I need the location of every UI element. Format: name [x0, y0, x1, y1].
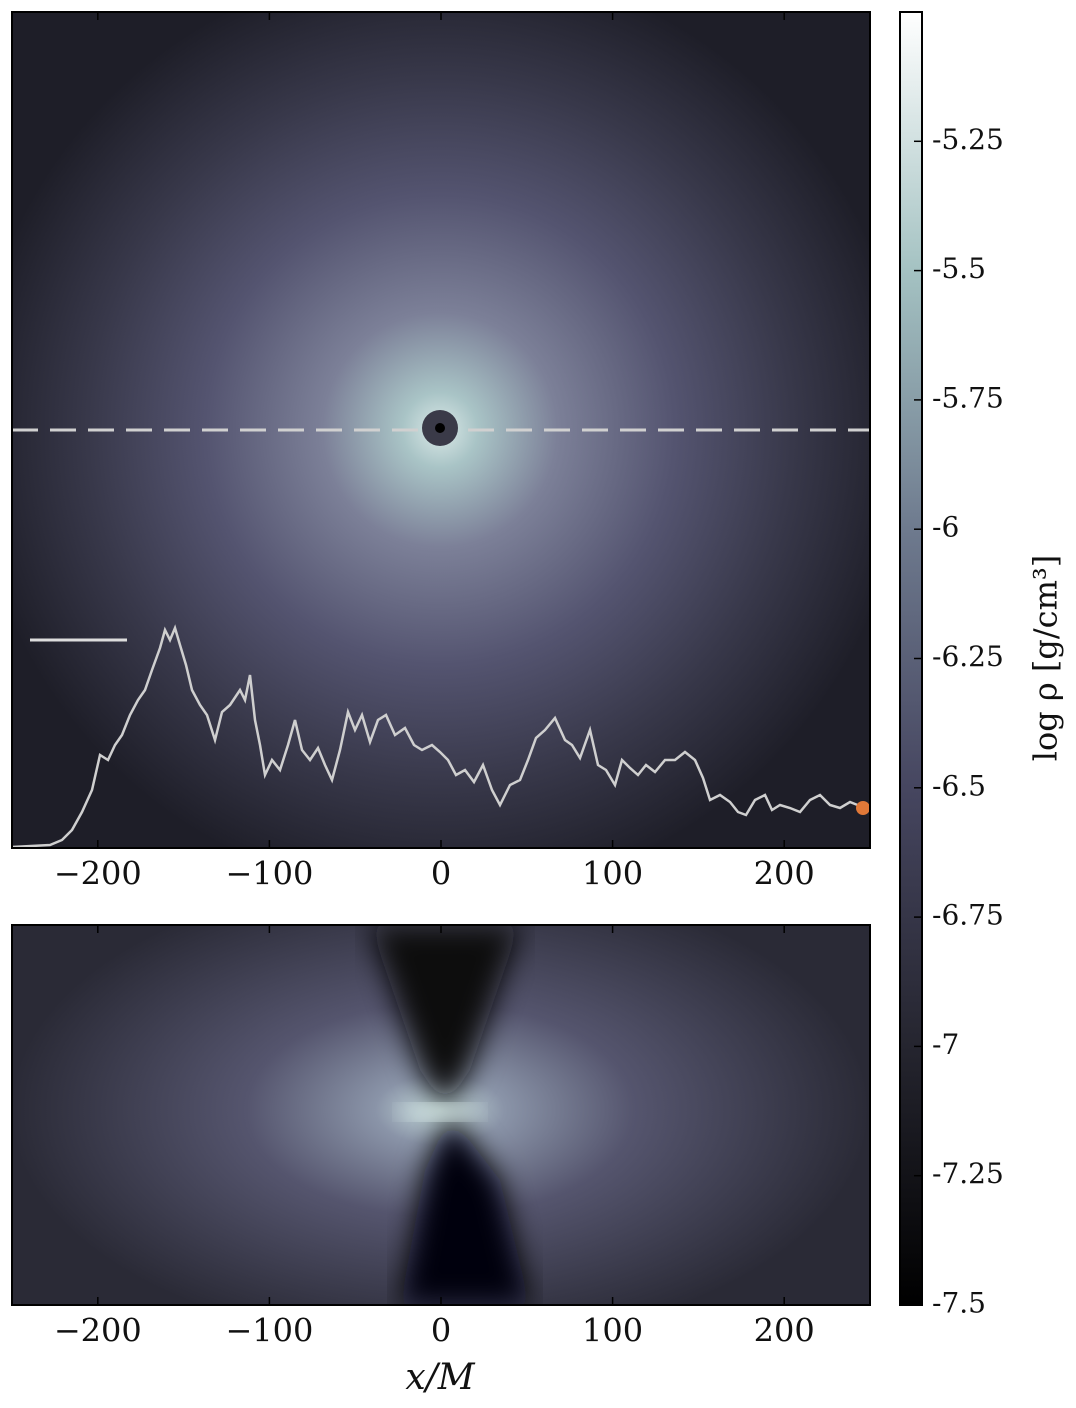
colorbar-tick-label: -6 [932, 511, 959, 544]
colorbar-tick-label: -6.5 [932, 769, 986, 802]
polar-funnel [370, 925, 520, 1108]
density-map-bottom [12, 925, 870, 1305]
polar-funnel [400, 1115, 530, 1305]
marker-dot [856, 801, 870, 815]
colorbar-tick-label: -5.75 [932, 381, 1004, 414]
x-tick-label: −200 [54, 855, 142, 893]
colorbar-tick-label: -7 [932, 1028, 959, 1061]
colorbar-tick-label: -5.25 [932, 123, 1004, 156]
x-tick-label: 0 [431, 1312, 451, 1350]
x-tick-label: −100 [225, 1312, 313, 1350]
colorbar-tick-label: -6.75 [932, 899, 1004, 932]
trace-line [11, 624, 861, 849]
x-tick-label: −100 [225, 855, 313, 893]
colorbar-label: log ρ [g/cm³] [1027, 555, 1065, 761]
colorbar-tick-label: -6.25 [932, 640, 1004, 673]
x-tick-label: 100 [582, 855, 643, 893]
x-tick-label: −200 [54, 1312, 142, 1350]
black-hole [435, 423, 445, 433]
x-axis-label: x/M [405, 1357, 475, 1398]
x-tick-label: 200 [754, 1312, 815, 1350]
colorbar-tick-label: -7.5 [932, 1287, 986, 1320]
x-tick-label: 100 [582, 1312, 643, 1350]
colorbar-tick-label: -7.25 [932, 1157, 1004, 1190]
colorbar-tick-label: -5.5 [932, 252, 986, 285]
x-tick-label: 0 [431, 855, 451, 893]
x-tick-label: 200 [754, 855, 815, 893]
core-glow [400, 1104, 480, 1120]
